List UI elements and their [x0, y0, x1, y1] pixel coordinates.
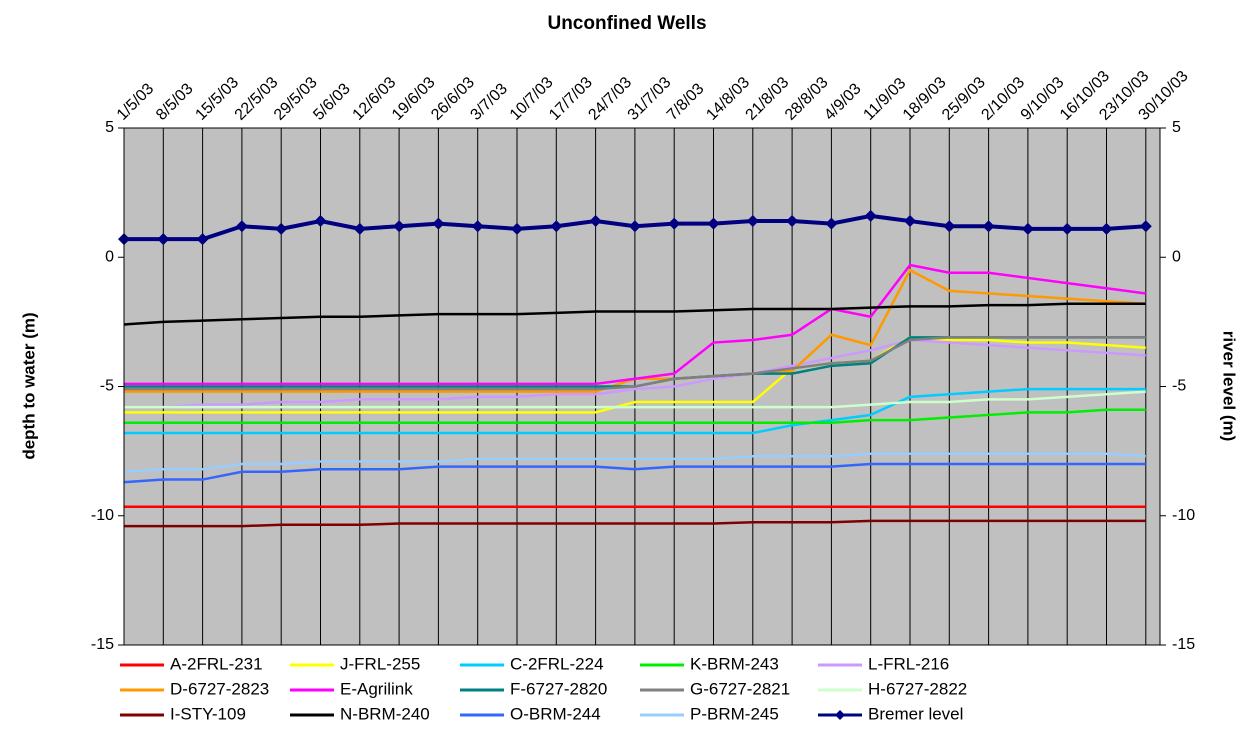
x-tick-label: 9/10/03 [1018, 74, 1068, 124]
x-tick-label: 28/8/03 [782, 74, 832, 124]
series-line [123, 302, 1146, 326]
marker [1100, 222, 1113, 235]
marker [864, 209, 877, 222]
y-tick-label: -5 [100, 378, 114, 395]
x-tick-label: 14/8/03 [703, 74, 753, 124]
marker [904, 215, 916, 228]
marker [432, 217, 445, 230]
legend-label: C-2FRL-224 [510, 654, 604, 673]
marker [707, 217, 720, 230]
marker [471, 220, 484, 233]
marker [393, 220, 406, 233]
series-line [123, 462, 1146, 484]
legend-label: Bremer level [868, 704, 963, 723]
legend-label: L-FRL-216 [868, 654, 949, 673]
marker [275, 222, 288, 235]
legend-label: K-BRM-243 [690, 654, 779, 673]
x-tick-label: 12/6/03 [350, 74, 400, 124]
y-tick-label: 5 [105, 119, 114, 136]
y-tick-label: -10 [91, 507, 114, 524]
legend-marker [835, 710, 845, 720]
x-tick-label: 1/5/03 [114, 80, 158, 124]
marker [1139, 220, 1152, 233]
marker [628, 220, 641, 233]
marker [235, 220, 248, 233]
x-tick-label: 29/5/03 [271, 74, 321, 124]
y2-tick-label: -15 [1172, 636, 1195, 653]
x-tick-label: 17/7/03 [546, 74, 596, 124]
y2-tick-label: -5 [1172, 378, 1186, 395]
series-line [124, 519, 1146, 528]
series-line [124, 263, 1146, 386]
series-line [124, 390, 1146, 409]
marker [668, 217, 681, 230]
marker [353, 222, 366, 235]
marker [1021, 222, 1034, 235]
legend-label: P-BRM-245 [690, 704, 779, 723]
y-tick-label: 0 [105, 248, 114, 265]
marker [825, 217, 838, 230]
chart-title: Unconfined Wells [547, 13, 706, 34]
y-axis-label: depth to water (m) [19, 312, 38, 459]
marker [314, 215, 327, 228]
series-line [124, 336, 1146, 391]
y2-tick-label: -10 [1172, 507, 1195, 524]
marker [157, 233, 170, 246]
marker [550, 220, 563, 233]
legend-label: J-FRL-255 [340, 654, 420, 673]
series-line [124, 338, 1146, 409]
y2-tick-label: 0 [1172, 248, 1181, 265]
x-tick-label: 11/9/03 [860, 75, 909, 124]
x-tick-label: 15/5/03 [192, 74, 242, 124]
y2-axis-label: river level (m) [1220, 331, 1239, 442]
legend-label: F-6727-2820 [510, 679, 607, 698]
x-tick-label: 18/9/03 [900, 74, 950, 124]
legend-label: G-6727-2821 [690, 679, 790, 698]
x-tick-label: 24/7/03 [585, 74, 635, 124]
marker [746, 215, 759, 228]
marker [982, 220, 995, 233]
series-line [123, 452, 1146, 474]
legend-label: D-6727-2823 [170, 679, 269, 698]
marker [511, 222, 523, 235]
x-tick-label: 8/5/03 [153, 80, 197, 124]
x-tick-label: 25/9/03 [939, 74, 989, 124]
series-line [124, 387, 1146, 435]
y2-tick-label: 5 [1172, 119, 1181, 136]
x-tick-label: 2/10/03 [978, 74, 1028, 124]
legend-label: A-2FRL-231 [170, 654, 263, 673]
x-tick-label: 26/6/03 [428, 74, 478, 124]
legend-label: H-6727-2822 [868, 679, 967, 698]
legend-label: E-Agrilink [340, 679, 413, 698]
legend-label: I-STY-109 [170, 704, 246, 723]
x-tick-label: 21/8/03 [743, 74, 793, 124]
series-line [124, 336, 1146, 414]
marker [786, 215, 799, 228]
x-tick-label: 19/6/03 [389, 74, 439, 124]
marker [943, 220, 956, 233]
legend-label: N-BRM-240 [340, 704, 430, 723]
plot-border [123, 127, 1161, 646]
x-tick-label: 10/7/03 [507, 74, 557, 124]
marker [196, 233, 209, 246]
x-tick-label: 22/5/03 [232, 74, 282, 124]
x-tick-label: 31/7/03 [625, 74, 675, 124]
series-line [124, 408, 1146, 424]
legend-label: O-BRM-244 [510, 704, 601, 723]
marker [1061, 222, 1074, 235]
y-tick-label: -15 [91, 636, 114, 653]
marker [589, 215, 602, 228]
